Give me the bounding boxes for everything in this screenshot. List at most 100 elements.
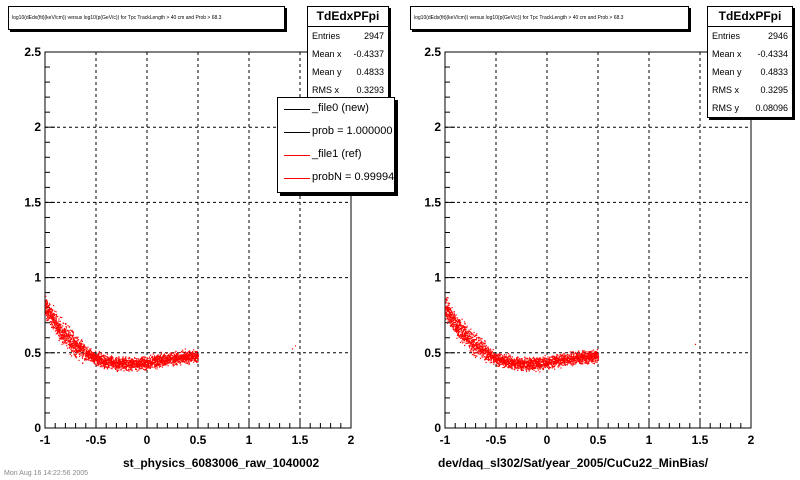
data-point bbox=[502, 359, 504, 361]
data-point bbox=[76, 351, 79, 353]
data-point bbox=[187, 355, 189, 357]
y-tick-label: 1 bbox=[434, 271, 441, 285]
data-point bbox=[77, 350, 79, 352]
data-point bbox=[154, 356, 156, 358]
data-point bbox=[523, 363, 526, 366]
data-point bbox=[584, 356, 586, 358]
data-point bbox=[506, 356, 508, 358]
data-point bbox=[495, 358, 497, 360]
data-point bbox=[456, 324, 459, 327]
data-point bbox=[47, 305, 50, 307]
data-point bbox=[76, 351, 78, 353]
data-point bbox=[448, 314, 450, 316]
data-point bbox=[516, 361, 518, 363]
data-point bbox=[516, 357, 518, 360]
data-point bbox=[63, 329, 65, 331]
data-point bbox=[196, 356, 198, 359]
data-point bbox=[490, 358, 493, 360]
data-point bbox=[570, 360, 572, 362]
data-point bbox=[572, 359, 574, 361]
data-point bbox=[173, 356, 175, 358]
data-point bbox=[583, 359, 586, 362]
data-point bbox=[539, 357, 541, 359]
data-point bbox=[56, 327, 58, 329]
data-point bbox=[512, 361, 515, 363]
data-point bbox=[100, 360, 102, 363]
data-point bbox=[596, 354, 598, 356]
data-point bbox=[87, 351, 89, 353]
data-point bbox=[97, 362, 99, 364]
data-point bbox=[188, 362, 190, 364]
data-point bbox=[450, 313, 452, 316]
data-point bbox=[546, 363, 549, 365]
x-tick-label: -0.5 bbox=[486, 433, 507, 447]
data-point bbox=[196, 350, 198, 353]
data-point bbox=[183, 359, 185, 361]
data-point bbox=[459, 320, 461, 322]
data-point bbox=[541, 364, 543, 367]
data-point bbox=[50, 317, 52, 319]
data-point bbox=[582, 355, 585, 357]
data-point bbox=[112, 366, 114, 368]
data-point bbox=[62, 341, 64, 343]
data-point bbox=[513, 364, 515, 366]
data-point bbox=[53, 315, 56, 317]
data-point bbox=[172, 357, 174, 359]
data-point bbox=[76, 342, 78, 344]
data-point bbox=[464, 323, 466, 325]
data-point bbox=[128, 363, 130, 365]
data-point bbox=[163, 363, 165, 365]
data-point bbox=[564, 356, 566, 358]
data-point bbox=[173, 353, 176, 355]
data-point bbox=[449, 316, 451, 318]
data-point bbox=[132, 361, 134, 363]
data-point bbox=[68, 339, 70, 341]
data-point bbox=[448, 318, 450, 320]
data-point bbox=[517, 362, 519, 364]
data-point bbox=[526, 363, 528, 366]
data-point bbox=[80, 348, 82, 350]
data-point bbox=[521, 358, 523, 360]
data-point bbox=[117, 365, 119, 367]
data-point bbox=[92, 351, 94, 354]
data-point bbox=[450, 314, 452, 316]
data-point bbox=[172, 361, 174, 363]
data-point bbox=[456, 328, 458, 330]
data-point bbox=[71, 335, 74, 338]
data-point bbox=[489, 354, 492, 356]
data-point bbox=[133, 366, 135, 368]
data-point bbox=[129, 368, 132, 370]
data-point bbox=[589, 353, 591, 355]
data-point bbox=[511, 356, 514, 358]
data-point bbox=[463, 326, 465, 328]
data-point bbox=[118, 362, 120, 364]
data-point bbox=[527, 368, 529, 370]
data-point bbox=[68, 326, 70, 328]
data-point bbox=[530, 358, 532, 361]
data-point bbox=[72, 338, 75, 340]
data-point bbox=[559, 363, 561, 365]
data-point bbox=[57, 326, 59, 328]
data-point bbox=[98, 351, 100, 354]
data-point bbox=[583, 351, 585, 353]
data-point bbox=[447, 315, 449, 317]
data-point bbox=[184, 356, 186, 358]
data-point bbox=[543, 364, 545, 366]
data-point bbox=[460, 324, 462, 326]
data-point bbox=[111, 358, 113, 360]
data-point bbox=[166, 359, 168, 362]
data-point bbox=[173, 358, 175, 360]
data-point bbox=[74, 356, 76, 358]
data-point bbox=[166, 357, 169, 360]
data-point bbox=[580, 359, 582, 362]
data-point bbox=[462, 325, 464, 327]
data-point bbox=[531, 360, 533, 363]
data-point bbox=[456, 325, 458, 327]
data-point bbox=[147, 359, 149, 362]
data-point bbox=[62, 329, 64, 331]
data-point bbox=[70, 338, 73, 340]
data-point bbox=[514, 361, 516, 363]
data-point bbox=[496, 362, 498, 365]
data-point bbox=[83, 352, 85, 354]
data-point bbox=[125, 361, 128, 363]
